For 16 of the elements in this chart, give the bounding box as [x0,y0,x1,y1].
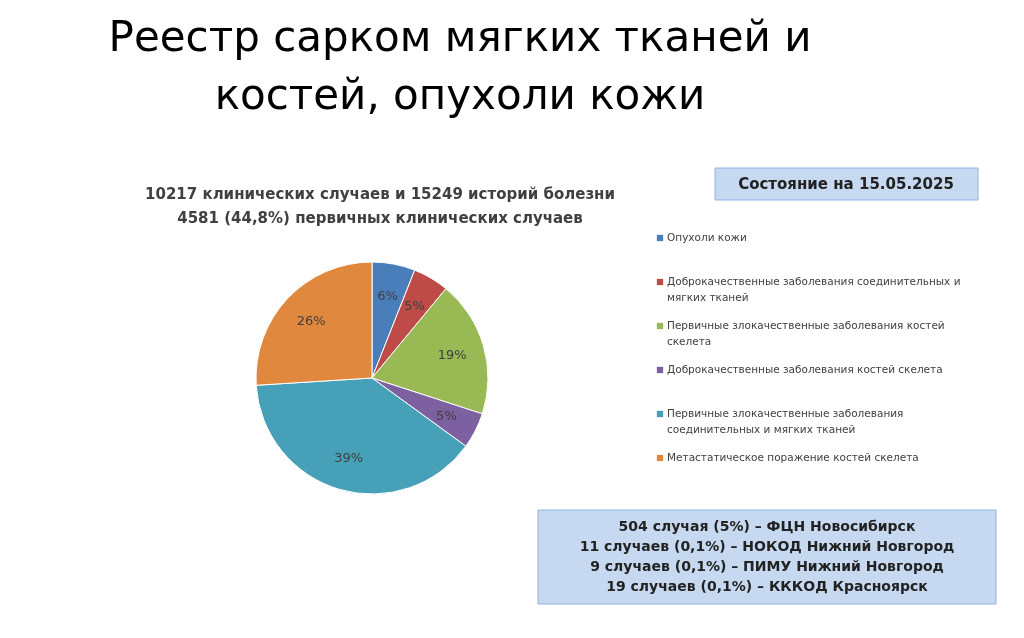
text: Состояние на 15.05.2025 [738,175,954,193]
legend-label: Доброкачественные заболевания соединительных и мягких тканей [667,275,961,303]
legend-label: Доброкачественные заболевания костей скелета [667,363,943,375]
data-label: 39% [334,450,364,466]
data-label: 5% [436,407,457,423]
chart-subtitle: 10217 клинических случаев и 15249 историй болезни 4581 (44,8%) первичных клинических случаев [145,185,615,227]
legend-label: Опухоли кожи [667,231,747,243]
legend-label: Первичные злокачественные заболевания соединительных и мягких тканей [667,407,904,435]
legend-label: Первичные злокачественные заболевания костей скелета [667,319,945,347]
legend-label: Метастатическое поражение костей скелета [667,451,919,463]
data-label: 26% [296,312,326,328]
data-label: 6% [377,287,398,303]
chart-title: Реестр сарком мягких тканей и костей, опухоли кожи [108,12,812,119]
data-label: 19% [437,346,467,362]
data-label: 5% [404,298,425,314]
text: 504 случая (5%) – ФЦН Новосибирск 11 случаев (0,1%) – НОКОД Нижний Новгород 9 случаев (0,1%) – ПИМУ Нижний Новгород 19 случаев (0,1%) – КККОД Красноярск [579,518,955,594]
